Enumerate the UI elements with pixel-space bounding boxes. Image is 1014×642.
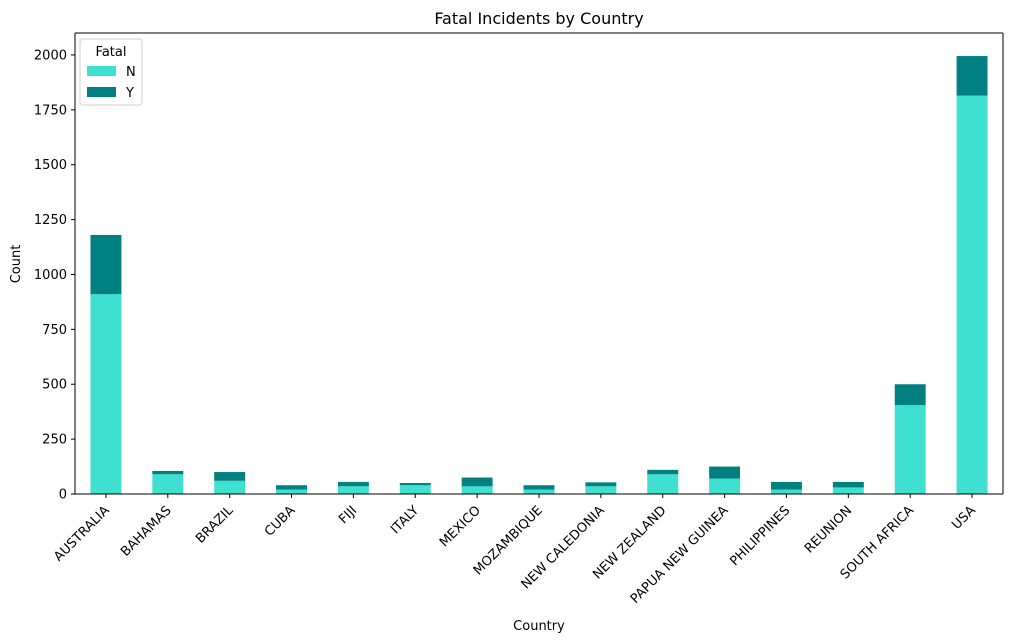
bar-y-bahamas: [152, 470, 184, 475]
bar-n-cuba: [276, 489, 307, 494]
legend-swatch-n: [87, 66, 116, 76]
bar-y-italy: [399, 483, 431, 486]
bar-y-south-africa: [894, 384, 926, 406]
legend: Fatal N Y: [79, 38, 143, 106]
y-tick-label: 1000: [34, 268, 67, 283]
bar-n-bahamas: [152, 474, 184, 494]
x-axis-title: Country: [513, 619, 565, 634]
bar-n-philippines: [771, 489, 802, 494]
bar-y-mexico: [461, 477, 493, 487]
y-tick-label: 1250: [34, 213, 67, 228]
bar-n-papua-new-guinea: [709, 478, 741, 494]
y-tick-label: 0: [59, 488, 67, 503]
bar-y-usa: [956, 56, 988, 96]
x-tick-label: ITALY: [388, 503, 422, 537]
x-tick-label: MEXICO: [437, 503, 484, 550]
legend-title: Fatal: [96, 45, 127, 60]
bar-n-italy: [399, 485, 431, 494]
bar-y-mozambique: [523, 485, 555, 490]
bar-y-australia: [90, 234, 122, 295]
bar-y-cuba: [276, 485, 307, 490]
legend-swatch-y: [87, 87, 116, 97]
bar-n-south-africa: [894, 405, 926, 494]
x-tick-label: AUSTRALIA: [51, 503, 113, 565]
bar-n-mozambique: [523, 489, 555, 494]
chart-title: Fatal Incidents by Country: [434, 9, 643, 28]
y-tick-label: 2000: [34, 48, 67, 63]
bar-y-new-caledonia: [585, 482, 617, 487]
y-axis-title: Count: [9, 245, 24, 284]
legend-label-y: Y: [125, 86, 134, 101]
bar-n-new-zealand: [647, 474, 679, 494]
y-tick-label: 750: [42, 323, 67, 338]
y-ticks: 0 250 500 750 1000 1250 1500 1750 2000: [34, 48, 75, 503]
bar-y-reunion: [832, 481, 864, 488]
bar-y-brazil: [214, 472, 246, 481]
bar-y-philippines: [771, 481, 802, 490]
x-tick-label: FIJI: [336, 503, 360, 527]
bar-n-new-caledonia: [585, 486, 617, 494]
bar-y-fiji: [337, 481, 369, 487]
bar-y-papua-new-guinea: [709, 466, 741, 479]
x-tick-label: USA: [949, 503, 979, 533]
y-tick-label: 500: [42, 378, 67, 393]
bar-n-reunion: [832, 487, 864, 494]
x-ticks: AUSTRALIA BAHAMAS BRAZIL CUBA FIJI ITALY MEXIC…: [51, 494, 979, 607]
x-tick-label: BAHAMAS: [118, 503, 174, 559]
x-tick-label: CUBA: [262, 503, 298, 539]
bar-n-mexico: [461, 486, 493, 494]
plot-area: [90, 56, 988, 495]
x-tick-label: REUNION: [802, 503, 855, 556]
bar-y-new-zealand: [647, 469, 679, 475]
bar-n-brazil: [214, 480, 246, 494]
y-tick-label: 1500: [34, 158, 67, 173]
legend-label-n: N: [126, 65, 136, 80]
bar-n-fiji: [337, 486, 369, 494]
y-tick-label: 250: [42, 433, 67, 448]
bar-n-usa: [956, 95, 988, 495]
bar-n-australia: [90, 294, 122, 494]
x-tick-label: PHILIPPINES: [727, 503, 793, 569]
x-tick-label: BRAZIL: [193, 503, 237, 547]
y-tick-label: 1750: [34, 103, 67, 118]
